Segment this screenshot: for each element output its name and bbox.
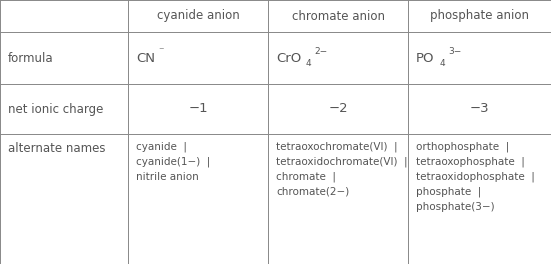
Text: 2−: 2−	[314, 46, 327, 55]
Text: CN: CN	[136, 51, 155, 64]
Text: −2: −2	[328, 102, 348, 116]
Text: chromate anion: chromate anion	[291, 10, 385, 22]
Text: −1: −1	[188, 102, 208, 116]
Text: 4: 4	[306, 59, 312, 68]
Text: orthophosphate  |
tetraoxophosphate  |
tetraoxidophosphate  |
phosphate  |
phosp: orthophosphate | tetraoxophosphate | tet…	[416, 142, 535, 212]
Text: alternate names: alternate names	[8, 142, 105, 155]
Text: CrO: CrO	[276, 51, 301, 64]
Text: formula: formula	[8, 51, 53, 64]
Text: tetraoxochromate(VI)  |
tetraoxidochromate(VI)  |
chromate  |
chromate(2−): tetraoxochromate(VI) | tetraoxidochromat…	[276, 142, 408, 197]
Text: cyanide anion: cyanide anion	[156, 10, 239, 22]
Text: PO: PO	[416, 51, 435, 64]
Text: −3: −3	[469, 102, 489, 116]
Text: 3−: 3−	[448, 46, 461, 55]
Text: phosphate anion: phosphate anion	[430, 10, 529, 22]
Text: ⁻: ⁻	[158, 46, 164, 56]
Text: cyanide  |
cyanide(1−)  |
nitrile anion: cyanide | cyanide(1−) | nitrile anion	[136, 142, 210, 182]
Text: 4: 4	[440, 59, 446, 68]
Text: net ionic charge: net ionic charge	[8, 102, 104, 116]
